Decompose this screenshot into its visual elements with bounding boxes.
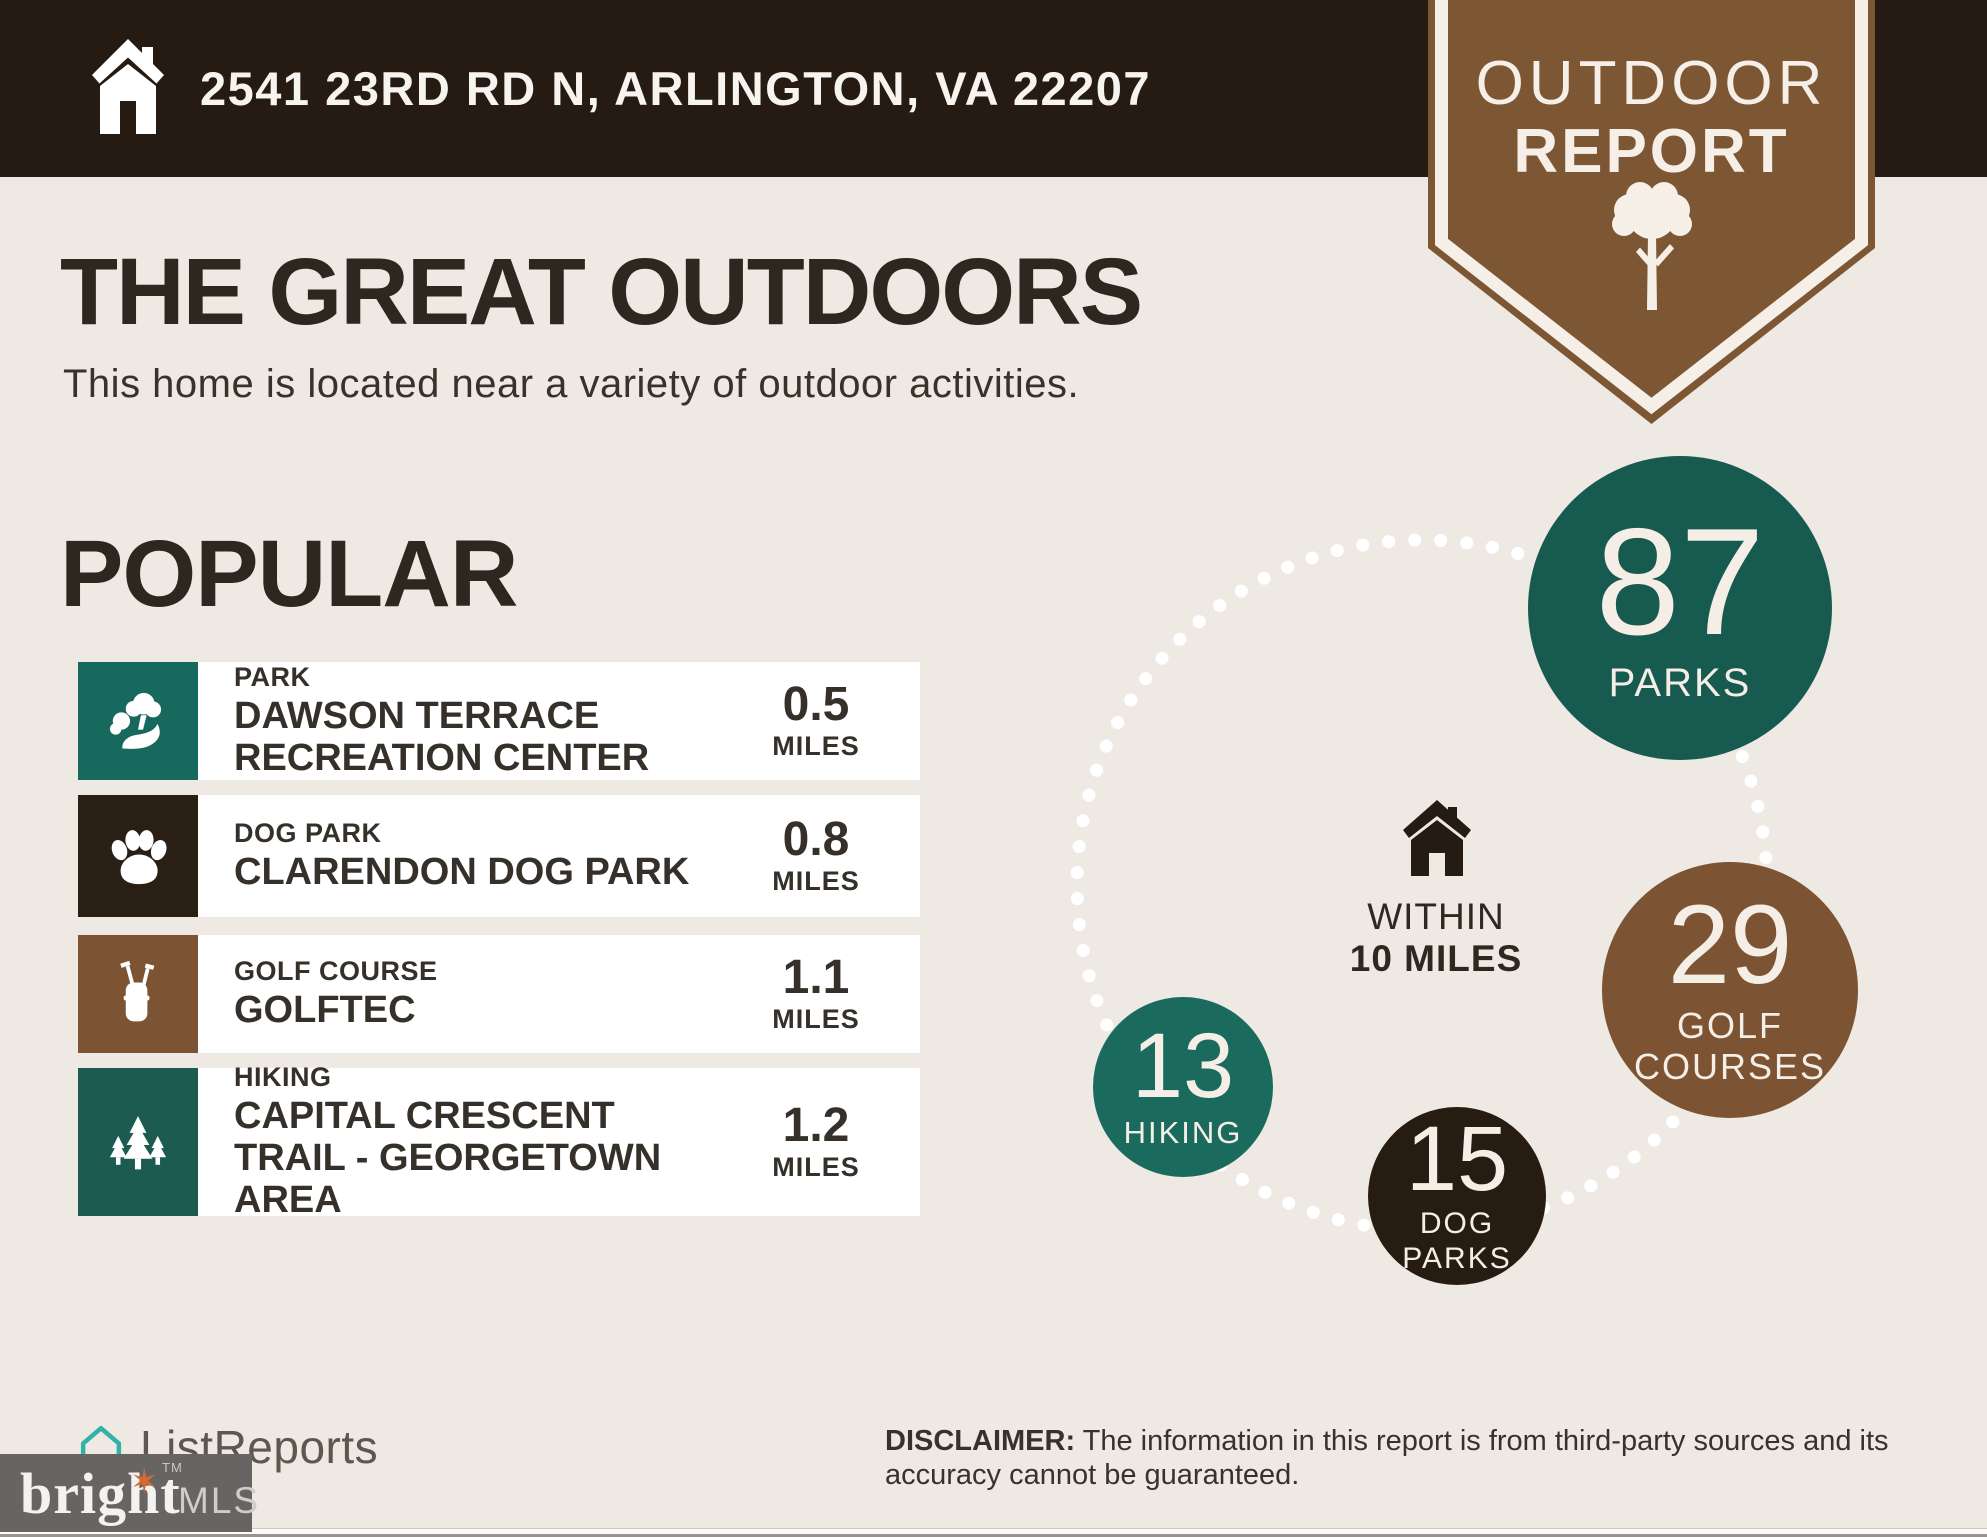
disclaimer-body: The information in this report is from t…: [885, 1425, 1889, 1491]
paw-icon: [78, 795, 198, 917]
place-category: PARK: [234, 662, 311, 693]
distance-value: 1.2: [782, 1098, 850, 1152]
distance-value: 0.8: [782, 812, 850, 866]
popular-heading: POPULAR: [60, 521, 518, 627]
place-row-park: PARK DAWSON TERRACE RECREATION CENTER 0.…: [78, 662, 920, 780]
property-address: 2541 23RD RD N, ARLINGTON, VA 22207: [200, 62, 1152, 115]
stat-label: HIKING: [1123, 1114, 1243, 1150]
place-row-body: DOG PARK CLARENDON DOG PARK 0.8 MILES: [198, 795, 920, 917]
outdoor-report-badge: OUTDOOR REPORT: [1428, 0, 1875, 428]
stat-label: DOG PARKS: [1402, 1207, 1512, 1275]
bright-wordmark: bright: [20, 1461, 181, 1526]
home-icon: [92, 39, 164, 134]
page-title: THE GREAT OUTDOORS: [60, 239, 1143, 345]
distance-unit: MILES: [772, 1151, 860, 1182]
place-category: DOG PARK: [234, 818, 382, 849]
place-name: GOLFTEC: [234, 989, 416, 1032]
stat-value: 15: [1405, 1107, 1509, 1210]
stat-circle-parks: 87 PARKS: [1528, 456, 1832, 760]
within-label: WITHIN: [1367, 896, 1505, 937]
distance-unit: MILES: [772, 865, 860, 896]
distance-value: 1.1: [782, 950, 850, 1004]
place-name: CLARENDON DOG PARK: [234, 851, 690, 894]
place-category: GOLF COURSE: [234, 956, 438, 987]
stat-circle-golf-courses: 29 GOLF COURSES: [1602, 862, 1858, 1118]
place-row-dog-park: DOG PARK CLARENDON DOG PARK 0.8 MILES: [78, 795, 920, 917]
stat-label: PARKS: [1608, 661, 1752, 706]
place-row-body: HIKING CAPITAL CRESCENT TRAIL - GEORGETO…: [198, 1062, 920, 1221]
place-distance: 0.8 MILES: [726, 812, 920, 897]
bright-mls-logo: bright ✶ TM MLS: [0, 1454, 258, 1532]
pine-trees-icon: [78, 1068, 198, 1216]
badge-title-line2: REPORT: [1513, 117, 1790, 186]
place-distance: 1.1 MILES: [726, 950, 920, 1035]
place-name: CAPITAL CRESCENT TRAIL - GEORGETOWN AREA: [234, 1095, 662, 1221]
place-distance: 0.5 MILES: [726, 677, 920, 762]
place-distance: 1.2 MILES: [726, 1098, 920, 1183]
page-subtitle: This home is located near a variety of o…: [63, 362, 1080, 406]
stat-circle-hiking: 13 HIKING: [1093, 997, 1273, 1177]
place-row-body: GOLF COURSE GOLFTEC 1.1 MILES: [198, 935, 920, 1053]
disclaimer-label: DISCLAIMER:: [885, 1425, 1076, 1457]
place-row-hiking: HIKING CAPITAL CRESCENT TRAIL - GEORGETO…: [78, 1062, 920, 1221]
golf-bag-icon: [78, 935, 198, 1053]
badge-title-line1: OUTDOOR: [1475, 49, 1828, 118]
stat-label: GOLF COURSES: [1633, 1004, 1827, 1088]
within-distance-label: 10 MILES: [1349, 938, 1523, 979]
distance-value: 0.5: [782, 677, 850, 731]
place-name: DAWSON TERRACE RECREATION CENTER: [234, 695, 650, 779]
bright-star-icon: ✶: [130, 1463, 159, 1501]
center-home-icon: [1403, 800, 1471, 876]
popular-places-list: PARK DAWSON TERRACE RECREATION CENTER 0.…: [78, 662, 920, 1231]
stat-value: 13: [1131, 1015, 1235, 1118]
mls-suffix: MLS: [178, 1480, 261, 1521]
place-category: HIKING: [234, 1062, 332, 1093]
park-trees-icon: [78, 662, 198, 780]
tree-icon: [1612, 182, 1692, 310]
distance-unit: MILES: [772, 730, 860, 761]
stat-value: 87: [1595, 496, 1765, 667]
place-row-golf: GOLF COURSE GOLFTEC 1.1 MILES: [78, 935, 920, 1053]
stat-circle-dog-parks: 15 DOG PARKS: [1368, 1107, 1546, 1285]
bright-tm-mark: TM: [162, 1460, 183, 1475]
distance-unit: MILES: [772, 1003, 860, 1034]
stat-value: 29: [1667, 882, 1793, 1008]
place-row-body: PARK DAWSON TERRACE RECREATION CENTER 0.…: [198, 662, 920, 780]
disclaimer-text: DISCLAIMER: The information in this repo…: [885, 1424, 1945, 1492]
